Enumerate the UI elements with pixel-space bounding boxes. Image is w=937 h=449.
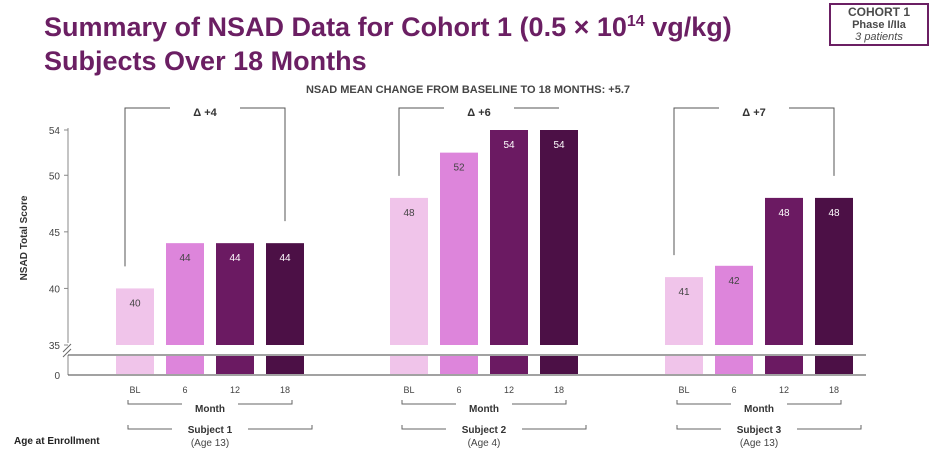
subject-bracket-right: [248, 425, 313, 430]
data-label: 54: [503, 140, 515, 151]
data-label: 41: [678, 287, 690, 298]
delta-bracket-left: [398, 107, 444, 176]
data-label: 52: [453, 163, 465, 174]
bar-stub-2-12: [490, 356, 528, 374]
bar-2-12: [490, 130, 528, 345]
bar-2-6: [440, 152, 478, 345]
y-tick-label: 54: [49, 126, 61, 137]
month-label: Month: [744, 404, 774, 415]
y-tick-label: 40: [49, 284, 61, 295]
delta-label: Δ +7: [742, 107, 766, 119]
delta-bracket-right: [240, 107, 286, 222]
month-bracket-left: [676, 400, 731, 405]
data-label: 48: [828, 208, 840, 219]
x-tick-label: 18: [280, 385, 290, 395]
month-bracket-left: [127, 400, 182, 405]
subject-bracket-right: [797, 425, 862, 430]
bar-1-BL: [116, 288, 154, 345]
bar-2-18: [540, 130, 578, 345]
data-label: 42: [728, 276, 740, 287]
x-tick-label: BL: [403, 385, 414, 395]
month-bracket-right: [238, 400, 293, 405]
title-line2: Subjects Over 18 Months: [44, 46, 367, 76]
x-tick-label: 6: [182, 385, 187, 395]
x-tick-label: BL: [129, 385, 140, 395]
data-label: 44: [179, 253, 191, 264]
subject-age-label: (Age 13): [191, 438, 229, 449]
bar-stub-1-12: [216, 356, 254, 374]
x-tick-label: BL: [678, 385, 689, 395]
y-tick-label: 45: [49, 228, 61, 239]
bar-1-6: [166, 243, 204, 345]
y-axis-label: NSAD Total Score: [19, 195, 30, 280]
subject-bracket-right: [522, 425, 587, 430]
delta-label: Δ +6: [467, 107, 491, 119]
subject-label: Subject 3: [737, 425, 782, 436]
data-label: 48: [403, 208, 415, 219]
bar-stub-2-BL: [390, 356, 428, 374]
delta-bracket-left: [673, 107, 719, 256]
cohort-badge: COHORT 1 Phase I/IIa 3 patients: [829, 3, 929, 46]
bar-stub-1-6: [166, 356, 204, 374]
y-tick-label: 35: [49, 341, 61, 352]
page-title: Summary of NSAD Data for Cohort 1 (0.5 ×…: [44, 10, 824, 78]
bar-1-18: [266, 243, 304, 345]
x-tick-label: 12: [779, 385, 789, 395]
x-tick-label: 6: [731, 385, 736, 395]
data-label: 54: [553, 140, 565, 151]
bar-stub-2-18: [540, 356, 578, 374]
month-bracket-right: [787, 400, 842, 405]
axis-break-mark: [62, 343, 72, 353]
bar-3-6: [715, 265, 753, 345]
bar-stub-3-18: [815, 356, 853, 374]
bar-stub-3-12: [765, 356, 803, 374]
x-tick-label: 18: [554, 385, 564, 395]
subject-age-label: (Age 13): [740, 438, 778, 449]
y-tick-label-zero: 0: [54, 371, 60, 382]
bar-3-18: [815, 197, 853, 345]
bar-stub-2-6: [440, 356, 478, 374]
subject-label: Subject 1: [188, 425, 233, 436]
badge-line2: Phase I/IIa: [852, 19, 906, 31]
bar-3-12: [765, 197, 803, 345]
bar-stub-3-6: [715, 356, 753, 374]
x-tick-label: 18: [829, 385, 839, 395]
title-line1: Summary of NSAD Data for Cohort 1 (0.5 ×…: [44, 12, 732, 42]
bar-stub-1-BL: [116, 356, 154, 374]
subject-bracket-left: [401, 425, 446, 430]
data-label: 44: [279, 253, 291, 264]
bar-2-BL: [390, 197, 428, 345]
age-at-enrollment-label: Age at Enrollment: [14, 436, 100, 447]
y-tick-label: 50: [49, 171, 61, 182]
bar-1-12: [216, 243, 254, 345]
x-tick-label: 12: [230, 385, 240, 395]
bar-3-BL: [665, 277, 703, 345]
month-bracket-right: [512, 400, 567, 405]
data-label: 48: [778, 208, 790, 219]
bar-stub-3-BL: [665, 356, 703, 374]
subject-bracket-left: [676, 425, 721, 430]
subject-bracket-left: [127, 425, 172, 430]
month-label: Month: [469, 404, 499, 415]
delta-bracket-right: [789, 107, 835, 176]
x-tick-label: 6: [456, 385, 461, 395]
chart-title: NSAD MEAN CHANGE FROM BASELINE TO 18 MON…: [306, 84, 630, 96]
axis-break-mark: [62, 348, 72, 358]
month-bracket-left: [401, 400, 456, 405]
subject-label: Subject 2: [462, 425, 507, 436]
delta-bracket-left: [124, 107, 170, 267]
data-label: 44: [229, 253, 241, 264]
badge-line3: 3 patients: [855, 31, 903, 43]
delta-label: Δ +4: [193, 107, 217, 119]
x-tick-label: 12: [504, 385, 514, 395]
data-label: 40: [129, 298, 141, 309]
bar-stub-1-18: [266, 356, 304, 374]
subject-age-label: (Age 4): [468, 438, 501, 449]
badge-line1: COHORT 1: [847, 5, 910, 19]
month-label: Month: [195, 404, 225, 415]
